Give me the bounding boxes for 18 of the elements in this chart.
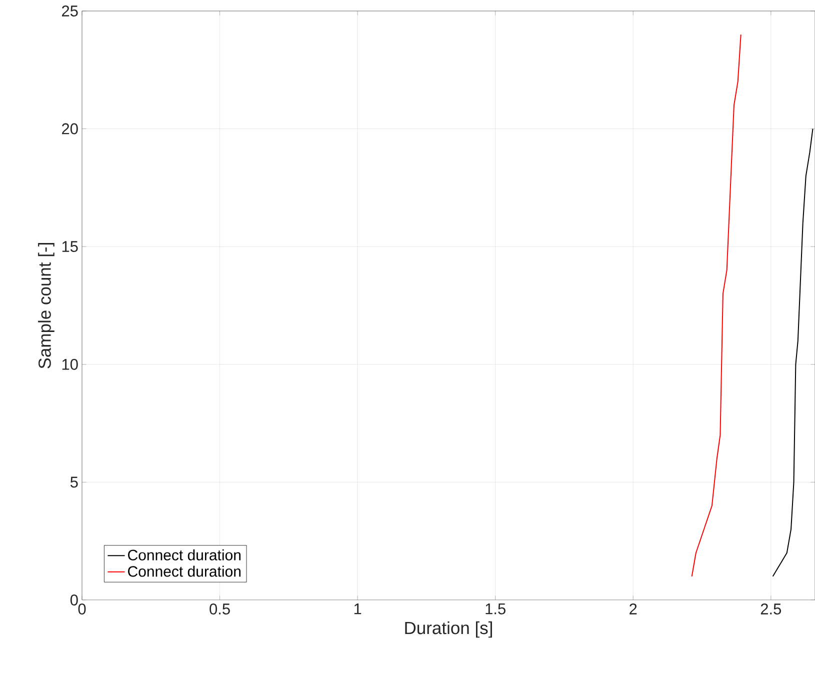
- y-axis-title: Sample count [-]: [38, 243, 54, 368]
- y-tick-label: 5: [70, 476, 78, 488]
- y-tick-label: 15: [62, 241, 78, 252]
- x-tick-label: 0.5: [210, 604, 230, 614]
- y-tick-label: 20: [62, 123, 78, 134]
- x-tick-label: 2.5: [760, 604, 782, 614]
- x-tick-label: 0: [78, 604, 86, 614]
- legend-label: Connect duration: [128, 549, 241, 560]
- y-tick-label: 10: [62, 358, 78, 370]
- y-tick-label: 0: [70, 594, 78, 606]
- line-series: [691, 34, 742, 577]
- x-tick-label: 2: [630, 604, 637, 614]
- x-tick-label: 1: [354, 604, 362, 614]
- x-axis-title: Duration [s]: [405, 621, 492, 638]
- line-series: [772, 128, 814, 577]
- y-tick-label: 25: [62, 6, 78, 16]
- x-tick-label: 1.5: [486, 604, 506, 614]
- legend-label: Connect duration: [128, 566, 241, 577]
